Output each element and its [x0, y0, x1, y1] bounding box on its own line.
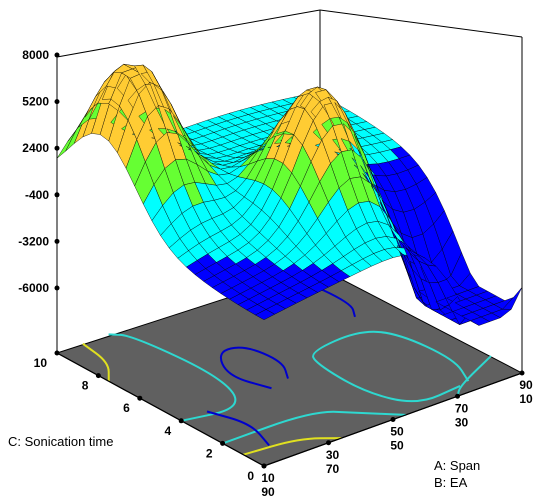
z-tick-mark: [54, 99, 60, 105]
a-tick-label: 90: [519, 378, 533, 392]
ab-tick-mark: [261, 463, 267, 469]
b-tick-label: 70: [326, 462, 340, 476]
ab-tick-mark: [326, 440, 331, 446]
axis-labels: C: Sonication time A: Span B: EA: [8, 434, 480, 490]
c-tick-label: 6: [123, 401, 130, 415]
z-tick-label: 8000: [22, 48, 49, 62]
top-left-edge: [56, 9, 321, 58]
ab-tick-mark: [519, 370, 525, 376]
z-tick-mark: [54, 192, 60, 198]
contour-line-2: [219, 346, 289, 390]
front-left-edge: [56, 352, 265, 467]
contour-line-5: [243, 437, 342, 456]
a-tick-label: 70: [455, 401, 469, 415]
a-tick-label: 50: [390, 425, 404, 439]
c-tick-label: 2: [206, 446, 213, 460]
ab-tick-mark: [390, 417, 396, 422]
z-tick-mark: [54, 52, 60, 58]
contour-line-3: [108, 333, 237, 422]
c-tick-mark: [54, 350, 60, 356]
c-tick-label: 10: [34, 356, 48, 370]
c-tick-mark: [95, 373, 101, 379]
z-tick-label: -3200: [18, 234, 49, 248]
z-tick-label: -400: [25, 188, 49, 202]
floor-contours: [82, 276, 492, 456]
b-tick-label: 10: [519, 392, 533, 406]
a-tick-label: 30: [326, 448, 340, 462]
response-surface: [56, 63, 523, 326]
contour-line-1: [312, 330, 470, 403]
z-tick-label: 5200: [22, 95, 49, 109]
c-tick-label: 0: [247, 469, 254, 483]
contour-line-8: [206, 410, 270, 447]
a-tick-label: 10: [261, 471, 275, 485]
b-tick-label: 30: [455, 415, 469, 429]
b-axis-title: B: EA: [434, 475, 468, 490]
contour-line-4: [222, 410, 406, 445]
c-tick-label: 8: [82, 379, 89, 393]
c-tick-label: 4: [165, 424, 172, 438]
c-tick-mark: [178, 418, 184, 424]
z-tick-mark: [54, 285, 60, 291]
contour-line-6: [82, 342, 110, 382]
b-tick-label: 50: [390, 439, 404, 453]
a-axis-title: A: Span: [434, 458, 480, 473]
c-tick-mark: [220, 440, 226, 446]
c-axis-title: C: Sonication time: [8, 434, 114, 449]
z-tick-label: -6000: [18, 281, 49, 295]
ab-tick-mark: [455, 393, 460, 399]
z-tick-mark: [54, 145, 60, 151]
c-tick-mark: [137, 395, 143, 401]
z-tick-mark: [54, 238, 60, 244]
top-right-edge: [319, 9, 523, 38]
b-tick-label: 90: [261, 485, 275, 499]
z-tick-label: 2400: [22, 141, 49, 155]
surface-facet: [502, 287, 523, 310]
